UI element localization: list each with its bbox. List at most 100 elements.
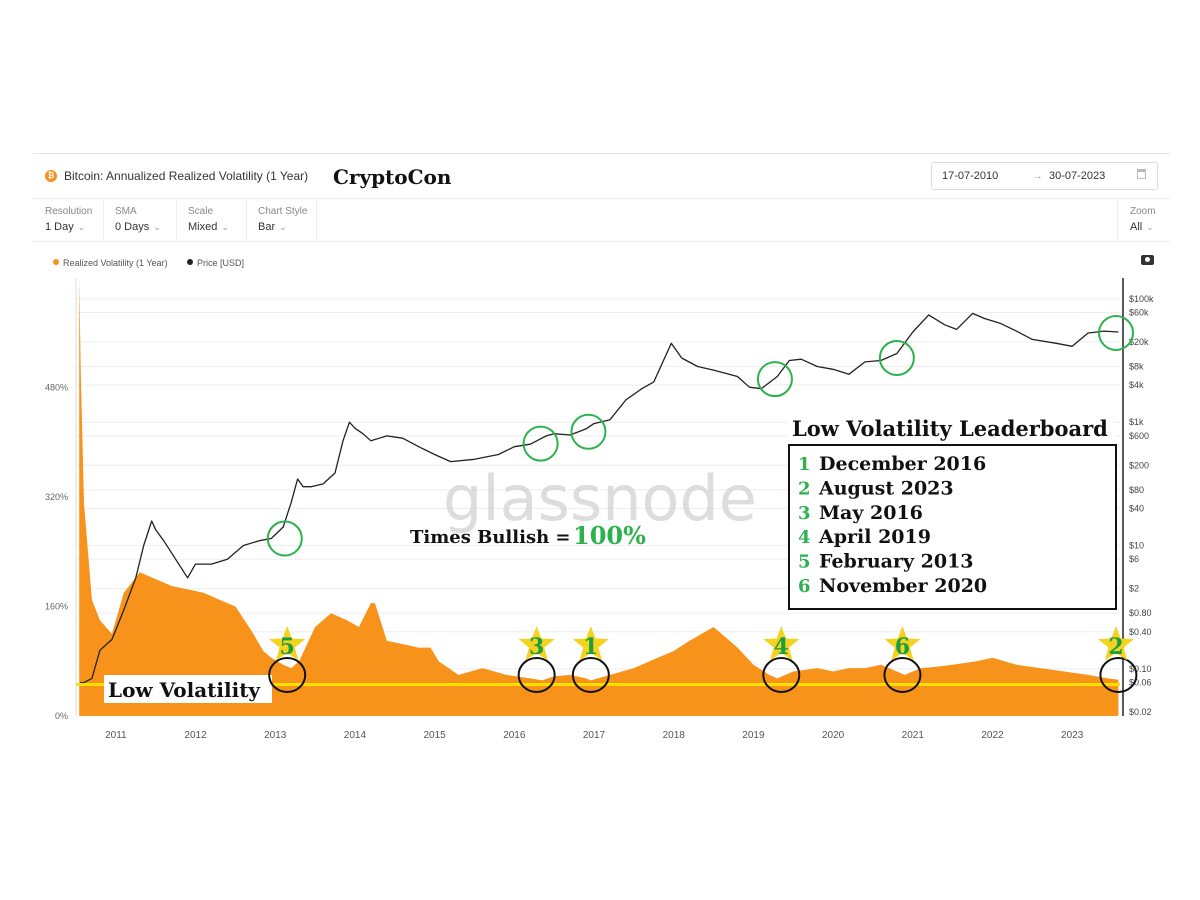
y-right-tick-label: $40 xyxy=(1129,503,1144,513)
chevron-down-icon: ⌄ xyxy=(77,222,86,232)
series-volatility-area xyxy=(79,278,1119,716)
y-right-tick-label: $0.02 xyxy=(1129,707,1152,717)
leaderboard-period: February 2013 xyxy=(819,551,974,573)
sma-label: SMA xyxy=(115,206,137,217)
leaderboard-title: Low Volatility Leaderboard xyxy=(792,416,1108,441)
rank-star xyxy=(1097,626,1135,661)
arrow-right-icon: → xyxy=(1032,170,1043,182)
x-tick-label: 2020 xyxy=(822,730,845,741)
low-volatility-label-bg xyxy=(104,675,272,703)
rank-star-number: 1 xyxy=(583,634,598,660)
y-right-tick-label: $60k xyxy=(1129,308,1149,318)
rank-star xyxy=(518,626,555,661)
leaderboard-period: November 2020 xyxy=(819,575,987,597)
scale-label: Scale xyxy=(188,206,214,217)
y-right-tick-label: $600 xyxy=(1129,431,1149,441)
brand-label: CryptoCon xyxy=(333,165,452,189)
y-right-tick-label: $0.40 xyxy=(1129,627,1152,637)
volatility-trough-circle xyxy=(1099,657,1138,693)
leaderboard-rank: 5 xyxy=(798,552,811,573)
chart-style-select[interactable]: Chart Style Bar ⌄ xyxy=(246,198,317,241)
price-circle xyxy=(878,339,915,376)
zoom-select[interactable]: Zoom All ⌄ xyxy=(1117,198,1171,241)
chart-header: ₿ Bitcoin: Annualized Realized Volatilit… xyxy=(33,154,1170,199)
price-circle xyxy=(570,413,607,450)
y-left-tick-label: 160% xyxy=(45,602,68,612)
y-right-tick-label: $200 xyxy=(1129,460,1149,470)
date-range-picker[interactable]: 17-07-2010 → 30-07-2023 xyxy=(931,162,1158,190)
rank-star-number: 6 xyxy=(895,634,910,660)
date-from[interactable]: 17-07-2010 xyxy=(942,170,999,182)
volatility-trough-circle xyxy=(571,657,610,693)
bitcoin-icon: ₿ xyxy=(45,170,57,182)
camera-icon[interactable] xyxy=(1141,255,1154,265)
leaderboard-period: April 2019 xyxy=(818,526,931,548)
date-to[interactable]: 30-07-2023 xyxy=(1049,170,1106,182)
legend-item-volatility[interactable]: Realized Volatility (1 Year) xyxy=(53,258,168,268)
y-right-tick-label: $10 xyxy=(1129,541,1144,551)
x-tick-label: 2023 xyxy=(1061,730,1084,741)
scale-value[interactable]: Mixed xyxy=(188,221,218,233)
leaderboard-period: May 2016 xyxy=(819,502,923,524)
chevron-down-icon: ⌄ xyxy=(279,222,287,232)
y-left-tick-label: 320% xyxy=(45,492,68,502)
price-circle xyxy=(266,520,303,557)
volatility-trough-circle xyxy=(762,657,801,693)
zoom-value[interactable]: All xyxy=(1130,221,1143,233)
rank-star xyxy=(572,626,609,661)
sma-value[interactable]: 0 Days xyxy=(115,221,150,233)
legend-swatch xyxy=(187,259,193,265)
x-tick-label: 2011 xyxy=(105,730,127,741)
rank-star xyxy=(763,626,800,661)
rank-star-number: 2 xyxy=(1108,634,1123,660)
rank-star xyxy=(269,626,306,661)
rank-star-number: 5 xyxy=(280,634,295,660)
resolution-label: Resolution xyxy=(45,206,93,217)
price-circle xyxy=(756,361,793,398)
price-circle xyxy=(1098,314,1135,351)
legend-item-price[interactable]: Price [USD] xyxy=(187,258,244,268)
chart-style-label: Chart Style xyxy=(258,206,308,217)
leaderboard-rank: 3 xyxy=(798,503,811,524)
scale-select[interactable]: Scale Mixed ⌄ xyxy=(176,198,247,241)
y-right-tick-label: $20k xyxy=(1129,337,1149,347)
times-bullish-label: Times Bullish = xyxy=(410,527,571,548)
x-tick-label: 2015 xyxy=(424,730,447,741)
leaderboard-rank: 1 xyxy=(798,454,811,475)
chart-title: Bitcoin: Annualized Realized Volatility … xyxy=(64,169,309,183)
resolution-select[interactable]: Resolution 1 Day ⌄ xyxy=(33,198,104,241)
x-tick-label: 2017 xyxy=(583,730,606,741)
leaderboard-box xyxy=(788,444,1117,610)
series-price-line xyxy=(80,312,1119,684)
sma-select[interactable]: SMA 0 Days ⌄ xyxy=(103,198,177,241)
x-tick-label: 2022 xyxy=(981,730,1004,741)
leaderboard-rank: 2 xyxy=(798,478,811,499)
x-tick-label: 2019 xyxy=(742,730,765,741)
resolution-value[interactable]: 1 Day xyxy=(45,221,74,233)
rank-star-number: 3 xyxy=(529,634,544,660)
y-right-tick-label: $1k xyxy=(1129,417,1144,427)
legend-label: Realized Volatility (1 Year) xyxy=(63,258,168,268)
rank-star-number: 4 xyxy=(774,634,789,660)
chevron-down-icon: ⌄ xyxy=(153,222,161,232)
volatility-trough-circle xyxy=(268,657,307,693)
leaderboard-period: August 2023 xyxy=(818,477,954,499)
y-right-tick-label: $0.10 xyxy=(1129,664,1152,674)
x-tick-label: 2013 xyxy=(264,730,287,741)
low-volatility-label: Low Volatility xyxy=(108,678,261,702)
leaderboard-rank: 4 xyxy=(798,527,811,548)
price-circle xyxy=(522,425,559,462)
chart-style-value[interactable]: Bar xyxy=(258,221,276,233)
x-tick-label: 2021 xyxy=(902,730,925,741)
y-left-tick-label: 0% xyxy=(55,711,68,721)
leaderboard-period: December 2016 xyxy=(819,453,986,475)
x-tick-label: 2012 xyxy=(184,730,207,741)
y-right-tick-label: $0.80 xyxy=(1129,608,1152,618)
times-bullish-value: 100% xyxy=(573,521,646,550)
calendar-icon[interactable] xyxy=(1137,169,1146,179)
zoom-label: Zoom xyxy=(1130,206,1156,217)
volatility-trough-circle xyxy=(517,657,556,693)
chevron-down-icon: ⌄ xyxy=(221,222,229,232)
y-left-tick-label: 480% xyxy=(45,383,68,393)
